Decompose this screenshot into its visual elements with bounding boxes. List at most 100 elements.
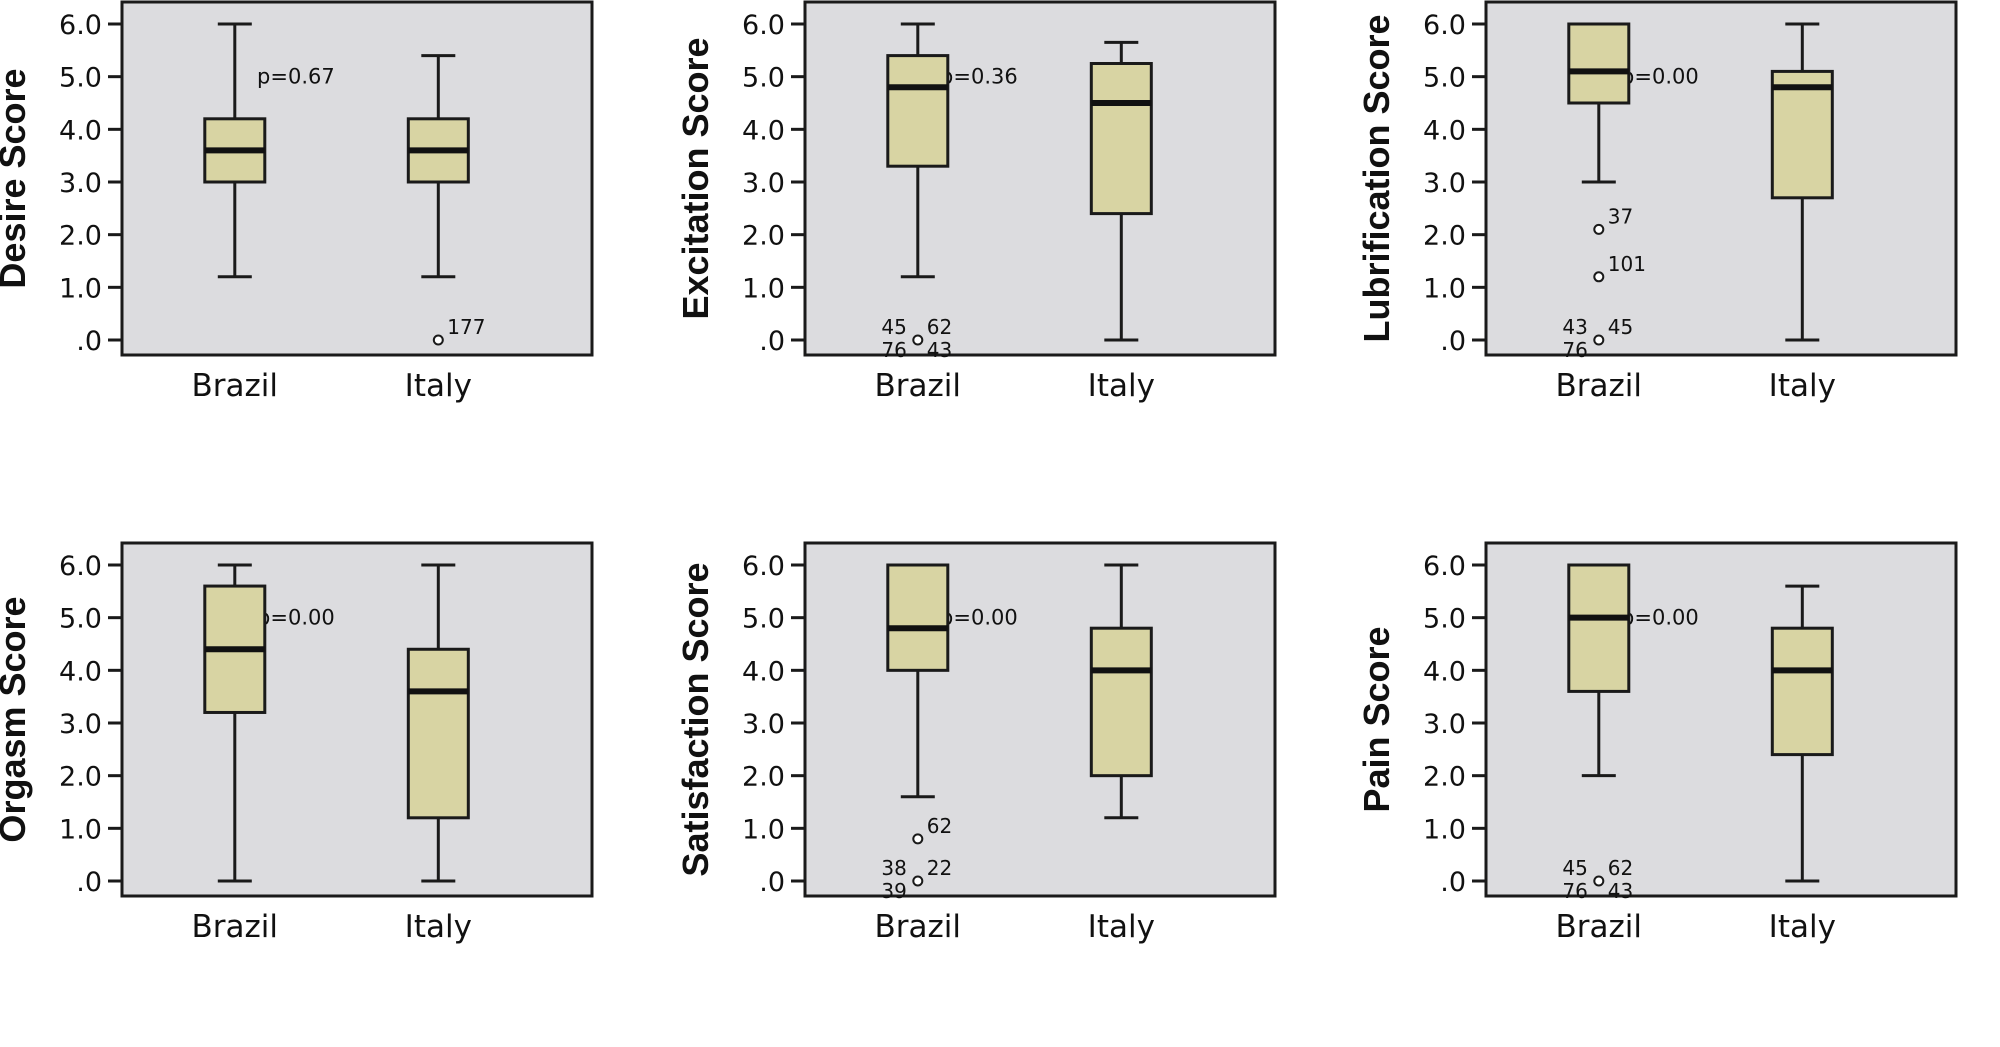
y-tick-label: 1.0 [742, 273, 785, 304]
y-tick-label: 3.0 [1423, 168, 1466, 199]
outlier-point [912, 334, 924, 346]
y-tick-label: 2.0 [59, 762, 102, 793]
box-italy [1770, 22, 1834, 342]
y-tick-label: 3.0 [59, 709, 102, 740]
outlier-point [1593, 271, 1605, 283]
outlier-label: 45 [1562, 856, 1587, 880]
box-italy [1770, 584, 1834, 883]
p-value-label: p=0.67 [257, 65, 335, 89]
plot-area [1484, 0, 1958, 357]
plot-area [120, 541, 594, 898]
y-tick-label: 3.0 [742, 168, 785, 199]
x-category-label: Brazil [875, 909, 962, 945]
y-tick-label: 4.0 [1423, 115, 1466, 146]
iqr-box [1089, 62, 1153, 216]
x-category-label: Italy [1769, 909, 1836, 945]
x-category-label: Brazil [1556, 368, 1643, 404]
outlier-label: 62 [927, 814, 952, 838]
panel-excitation-score: .0 1.0 2.0 3.0 4.0 5.0 6.0 Excitation Score p=0.… [675, 0, 1277, 404]
x-category-label: Brazil [1556, 909, 1643, 945]
y-tick-label: 5.0 [59, 63, 102, 94]
y-axis-title: Lubrification Score [1356, 14, 1397, 342]
x-category-label: Italy [405, 909, 472, 945]
plot-area [120, 0, 594, 357]
box-italy [1089, 40, 1153, 342]
panel-desire-score: .0 1.0 2.0 3.0 4.0 5.0 6.0 Desire Score p=0.67 Br… [0, 0, 594, 404]
x-category-label: Italy [1088, 368, 1155, 404]
y-tick-label: 5.0 [59, 604, 102, 635]
outlier-label: 76 [1562, 338, 1587, 362]
p-value-label: p=0.00 [1621, 606, 1699, 630]
y-tick-label: .0 [1440, 867, 1466, 898]
box-brazil: 62 38 22 39 [881, 563, 952, 903]
y-tick-label: 4.0 [59, 656, 102, 687]
y-tick-label: .0 [759, 867, 785, 898]
plot-area [803, 0, 1277, 357]
y-tick-label: 6.0 [742, 551, 785, 582]
outlier-point [1593, 223, 1605, 235]
x-category-label: Italy [1088, 909, 1155, 945]
outlier-label: 76 [1562, 879, 1587, 903]
y-tick-label: 5.0 [1423, 63, 1466, 94]
y-axis-title: Satisfaction Score [675, 562, 716, 876]
y-tick-label: 2.0 [1423, 221, 1466, 252]
outlier-label: 43 [927, 338, 952, 362]
outlier-label: 43 [1562, 315, 1587, 339]
y-tick-label: 2.0 [1423, 762, 1466, 793]
outlier-label: 37 [1608, 204, 1633, 228]
iqr-box [1089, 626, 1153, 778]
y-tick-label: 6.0 [742, 10, 785, 41]
outlier-label: 39 [881, 879, 906, 903]
iqr-box [1770, 626, 1834, 757]
box-italy: 177 [406, 54, 485, 346]
p-value-label: p=0.00 [940, 606, 1018, 630]
y-tick-label: 2.0 [59, 221, 102, 252]
y-tick-label: .0 [76, 326, 102, 357]
box-brazil: 45 62 76 43 [881, 22, 952, 362]
outlier-label: 177 [447, 315, 485, 339]
iqr-box [406, 647, 470, 820]
y-tick-label: 4.0 [742, 115, 785, 146]
iqr-box [886, 563, 950, 672]
y-tick-label: 6.0 [1423, 10, 1466, 41]
y-tick-label: 1.0 [59, 273, 102, 304]
outlier-label: 45 [1608, 315, 1633, 339]
y-tick-label: 6.0 [59, 551, 102, 582]
outlier-label: 38 [881, 856, 906, 880]
iqr-box [1567, 563, 1631, 693]
y-tick-label: 5.0 [742, 63, 785, 94]
box-italy [406, 563, 470, 883]
y-tick-label: 6.0 [59, 10, 102, 41]
outlier-point [1593, 875, 1605, 887]
outlier-point [1593, 334, 1605, 346]
y-axis-title: Pain Score [1356, 626, 1397, 812]
y-axis-title: Excitation Score [675, 37, 716, 319]
outlier-label: 22 [927, 856, 952, 880]
x-category-label: Italy [1769, 368, 1836, 404]
outlier-label: 62 [1608, 856, 1633, 880]
y-tick-label: 1.0 [1423, 273, 1466, 304]
y-tick-label: 5.0 [1423, 604, 1466, 635]
p-value-label: p=0.36 [940, 65, 1018, 89]
y-tick-label: 2.0 [742, 762, 785, 793]
outlier-label: 101 [1608, 252, 1646, 276]
y-tick-label: 3.0 [742, 709, 785, 740]
panel-satisfaction-score: .0 1.0 2.0 3.0 4.0 5.0 6.0 Satisfaction Score p=… [675, 541, 1277, 945]
y-tick-label: 1.0 [1423, 814, 1466, 845]
y-tick-label: 1.0 [59, 814, 102, 845]
plot-area [803, 541, 1277, 898]
y-tick-label: .0 [76, 867, 102, 898]
plot-area [1484, 541, 1958, 898]
panel-orgasm-score: .0 1.0 2.0 3.0 4.0 5.0 6.0 Orgasm Score p=0.00 Br… [0, 541, 594, 945]
p-value-label: p=0.00 [257, 606, 335, 630]
outlier-point [432, 334, 444, 346]
iqr-box [1770, 69, 1834, 200]
y-axis-title: Desire Score [0, 68, 33, 288]
outlier-label: 45 [881, 315, 906, 339]
y-tick-label: 2.0 [742, 221, 785, 252]
box-brazil [203, 22, 267, 279]
y-tick-label: .0 [759, 326, 785, 357]
outlier-point [912, 875, 924, 887]
